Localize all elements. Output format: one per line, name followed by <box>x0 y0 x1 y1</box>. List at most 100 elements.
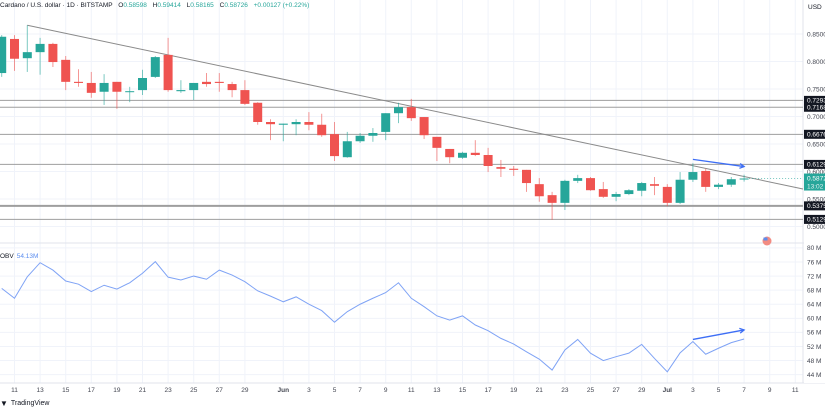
tradingview-brand[interactable]: ▼ TradingView <box>0 399 49 408</box>
candle <box>99 74 109 105</box>
time-tick-label: 15 <box>459 387 467 394</box>
open-value: 0.58598 <box>123 2 147 9</box>
candle <box>330 122 339 162</box>
candle <box>214 73 224 92</box>
time-tick-label: 15 <box>62 387 70 394</box>
time-tick-label: 17 <box>88 387 96 394</box>
candle-body <box>99 82 109 92</box>
brand-name: TradingView <box>10 400 50 407</box>
candle <box>189 82 199 100</box>
candle <box>35 37 45 75</box>
candle-body <box>560 180 570 203</box>
candle <box>278 123 288 142</box>
candle-body <box>355 135 365 142</box>
candle <box>714 183 723 190</box>
level-price-label: 0.5375 <box>807 203 825 210</box>
low-label: L <box>186 2 191 9</box>
candle-body <box>342 141 352 158</box>
candle-body <box>240 90 250 104</box>
time-tick-label: 19 <box>113 387 121 394</box>
candle-body <box>202 81 211 85</box>
low-value: 0.58165 <box>190 2 214 9</box>
time-tick-label: 17 <box>484 387 492 394</box>
candle <box>432 136 442 162</box>
candle-body <box>496 167 506 169</box>
descending-trendline <box>27 24 804 190</box>
time-tick-label: 27 <box>216 387 224 394</box>
time-tick-label: 9 <box>768 387 772 394</box>
level-price-badge <box>804 201 825 211</box>
obv-tick-label: 80 M <box>807 245 821 252</box>
candle <box>86 71 96 98</box>
candle <box>163 37 173 92</box>
candle <box>0 35 7 77</box>
tradingview-logo-icon: ▼ <box>0 399 8 408</box>
level-price-label: 0.7293 <box>807 98 825 105</box>
candle-body <box>138 78 147 91</box>
candle-body <box>637 183 647 191</box>
candle-body <box>573 178 583 181</box>
candle-body <box>406 107 416 119</box>
price-tick-label: 0.6500 <box>807 141 825 148</box>
candle-body <box>48 43 58 63</box>
price-tick-label: 0.8500 <box>807 31 825 38</box>
time-tick-label: 13 <box>36 387 44 394</box>
candle <box>624 189 634 196</box>
level-price-badge <box>804 102 825 112</box>
obv-tick-label: 44 M <box>807 372 821 379</box>
candle <box>74 69 83 87</box>
obv-line <box>1 260 745 373</box>
candle <box>150 56 160 78</box>
level-price-badge <box>804 95 825 105</box>
candle <box>547 191 557 220</box>
candle-body <box>611 194 621 197</box>
time-tick-label: 19 <box>510 387 518 394</box>
flag-canton <box>763 237 768 241</box>
obv-tick-label: 76 M <box>807 259 821 266</box>
obv-legend[interactable]: OBV 54.13M <box>0 253 38 260</box>
time-tick-label: 21 <box>536 387 544 394</box>
candle <box>125 86 135 103</box>
candle <box>355 133 365 143</box>
candle <box>650 177 659 196</box>
candle <box>406 98 416 121</box>
candle-body <box>714 184 723 187</box>
currency-label[interactable]: USD <box>808 4 822 11</box>
candle-body <box>419 117 429 136</box>
candle-body <box>22 52 32 59</box>
candle <box>202 73 211 87</box>
price-tick-label: 0.6000 <box>807 169 825 176</box>
time-tick-label: 5 <box>717 387 721 394</box>
candle-body <box>35 43 45 53</box>
candle-body <box>278 123 288 125</box>
time-tick-label: 11 <box>11 387 18 394</box>
candle <box>662 184 672 207</box>
candle-body <box>598 189 608 197</box>
price-axis <box>804 0 825 383</box>
candle-body <box>522 169 531 184</box>
candle-body <box>381 113 391 132</box>
obv-tick-label: 68 M <box>807 287 821 294</box>
candle <box>701 168 711 192</box>
candle-body <box>726 179 736 185</box>
obv-tick-label: 48 M <box>807 358 821 365</box>
candle <box>342 131 352 158</box>
candle <box>726 177 736 187</box>
level-price-label: 0.6676 <box>807 132 825 139</box>
time-tick-label: 5 <box>333 387 337 394</box>
candle-body <box>534 184 544 197</box>
candle <box>381 113 391 141</box>
symbol-title: Cardano / U.S. dollar · 1D · BITSTAMP <box>0 2 113 9</box>
obv-tick-label: 56 M <box>807 330 821 337</box>
bar-countdown-label: 13:02 <box>807 184 824 191</box>
candle-body <box>509 168 519 170</box>
candle <box>458 151 467 159</box>
candle-body <box>586 178 595 191</box>
candle <box>61 56 71 91</box>
candle-body <box>189 82 199 91</box>
time-tick-label: 23 <box>164 387 172 394</box>
candle-body <box>291 122 301 125</box>
time-tick-label: 7 <box>742 387 746 394</box>
level-price-badge <box>804 129 825 139</box>
